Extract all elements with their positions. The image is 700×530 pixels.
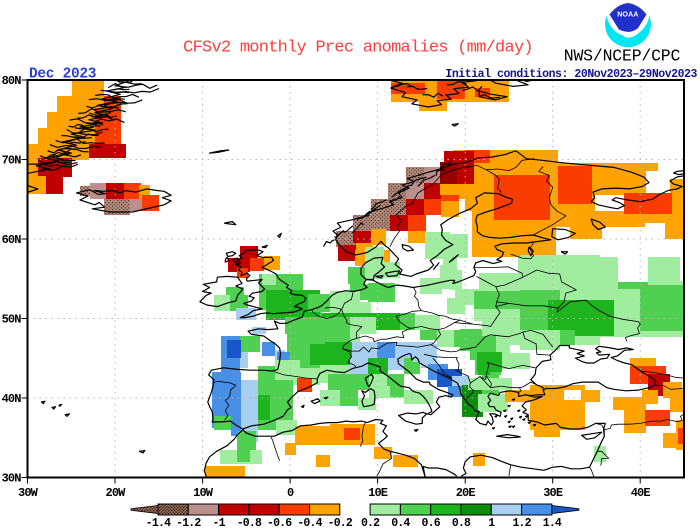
svg-text:-1.2: -1.2 xyxy=(176,517,201,530)
svg-text:1: 1 xyxy=(488,517,495,530)
svg-text:-1: -1 xyxy=(212,517,225,530)
svg-text:30N: 30N xyxy=(2,471,22,485)
svg-text:-0.2: -0.2 xyxy=(328,517,353,530)
svg-text:30E: 30E xyxy=(543,486,563,500)
svg-text:80N: 80N xyxy=(2,74,22,88)
svg-text:Dec 2023: Dec 2023 xyxy=(29,67,96,83)
svg-text:40E: 40E xyxy=(631,486,651,500)
svg-text:-0.8: -0.8 xyxy=(237,517,262,530)
svg-text:40N: 40N xyxy=(2,392,22,406)
svg-text:20W: 20W xyxy=(106,486,127,500)
svg-text:0.2: 0.2 xyxy=(361,517,380,530)
svg-text:70N: 70N xyxy=(2,153,22,167)
svg-text:1.2: 1.2 xyxy=(512,517,531,530)
svg-text:-1.4: -1.4 xyxy=(146,517,171,530)
svg-text:1.4: 1.4 xyxy=(543,517,562,530)
svg-text:CFSv2 monthly Prec anomalies (: CFSv2 monthly Prec anomalies (mm/day) xyxy=(183,39,533,58)
svg-text:NOAA: NOAA xyxy=(617,12,638,19)
svg-text:-0.4: -0.4 xyxy=(297,517,322,530)
svg-text:-0.6: -0.6 xyxy=(267,517,292,530)
svg-text:10W: 10W xyxy=(193,486,214,500)
svg-text:0: 0 xyxy=(287,486,294,500)
svg-text:NWS/NCEP/CPC: NWS/NCEP/CPC xyxy=(564,47,681,66)
svg-text:50N: 50N xyxy=(2,312,22,326)
svg-text:0.6: 0.6 xyxy=(422,517,441,530)
svg-text:0.8: 0.8 xyxy=(452,517,471,530)
svg-text:0.4: 0.4 xyxy=(391,517,410,530)
svg-text:Initial conditions: 20Nov2023–: Initial conditions: 20Nov2023–29Nov2023 xyxy=(445,68,697,81)
svg-text:20E: 20E xyxy=(456,486,476,500)
svg-text:10E: 10E xyxy=(368,486,388,500)
svg-text:30W: 30W xyxy=(18,486,39,500)
svg-text:60N: 60N xyxy=(2,233,22,247)
